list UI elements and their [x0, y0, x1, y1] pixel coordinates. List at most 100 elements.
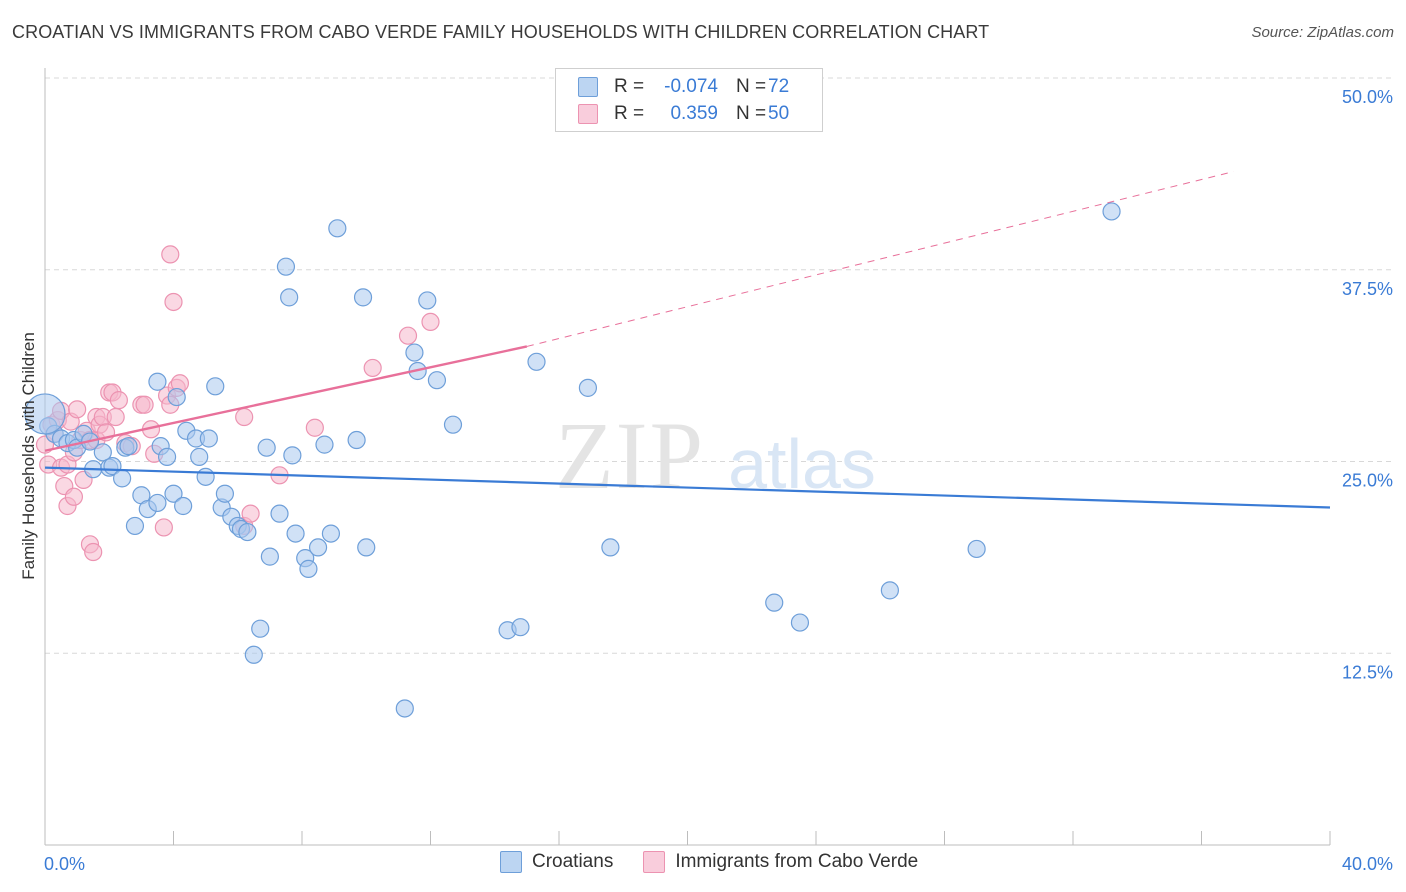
cabo-verde-point	[68, 400, 87, 419]
trend-layer	[44, 171, 1331, 509]
croatian-point	[283, 446, 302, 465]
croatian-point	[527, 352, 546, 371]
croatian-point	[125, 516, 145, 536]
series-legend: Croatians Immigrants from Cabo Verde	[500, 851, 948, 873]
cabo-verde-point	[398, 326, 418, 345]
croatian-point	[790, 613, 810, 632]
y-tick-label: 37.5%	[1342, 279, 1393, 299]
croatian-point	[270, 504, 289, 523]
croatian-point	[353, 288, 373, 307]
cabo-verde-point	[84, 542, 103, 562]
croatian-point	[405, 343, 424, 362]
correlation-legend: R = -0.074 N = 72 R = 0.359 N = 50	[555, 68, 823, 132]
series-swatch-blue	[500, 851, 522, 873]
watermark-zip: ZIP	[555, 402, 705, 509]
croatian-point	[199, 429, 218, 448]
croatian-point	[215, 484, 234, 503]
croatian-point	[511, 618, 530, 637]
legend-r-label: R =	[614, 76, 645, 97]
croatian-point	[395, 699, 414, 718]
legend-n-value: 72	[768, 76, 790, 97]
cabo-verde-point	[154, 518, 173, 537]
legend-n-label: N =	[736, 76, 767, 97]
y-tick-label: 50.0%	[1342, 87, 1393, 107]
cabo-verde-point	[241, 504, 260, 523]
legend-n-value: 50	[768, 103, 790, 124]
croatian-point	[286, 524, 305, 543]
croatian-point	[315, 435, 334, 454]
croatian-point	[299, 559, 318, 578]
legend-row-cabo-verde: R = 0.359 N = 50	[578, 102, 789, 126]
croatian-point	[418, 291, 437, 310]
axis-layer: 12.5% 25.0% 37.5% 50.0%	[44, 68, 1393, 846]
croatian-point	[157, 447, 177, 466]
cabo-verde-point	[64, 487, 84, 506]
croatian-point	[328, 219, 347, 238]
croatian-point	[167, 387, 186, 407]
cabo-verde-trend-extension	[526, 171, 1234, 347]
series-label-cabo-verde: Immigrants from Cabo Verde	[675, 851, 919, 872]
croatian-point	[347, 430, 366, 450]
cabo-verde-point	[235, 407, 254, 427]
croatian-point	[257, 438, 276, 457]
croatian-point	[280, 288, 299, 307]
cabo-verde-trend-line	[44, 345, 528, 452]
legend-row-croatians: R = -0.074 N = 72	[578, 75, 789, 99]
croatian-trend-line	[44, 466, 1331, 509]
croatian-point	[1102, 202, 1121, 221]
cabo-verde-point	[135, 395, 154, 414]
series-legend-cabo-verde: Immigrants from Cabo Verde	[643, 851, 918, 873]
cabo-verde-point	[305, 418, 324, 437]
legend-swatch-pink	[578, 104, 598, 124]
croatian-point	[244, 645, 263, 664]
legend-r-label: R =	[614, 103, 645, 124]
watermark: ZIP atlas	[555, 402, 876, 509]
series-swatch-pink	[643, 851, 666, 873]
croatian-point	[357, 538, 376, 557]
croatian-point	[119, 437, 138, 456]
legend-swatch-blue	[578, 77, 598, 97]
legend-r-value: -0.074	[664, 76, 718, 97]
croatian-point	[190, 447, 209, 466]
cabo-verde-point	[106, 407, 125, 427]
chart-title: CROATIAN VS IMMIGRANTS FROM CABO VERDE F…	[12, 22, 990, 42]
cabo-verde-point	[363, 358, 382, 378]
cabo-verde-point	[161, 245, 180, 264]
croatian-point	[260, 547, 279, 566]
croatian-point	[276, 257, 296, 276]
y-axis-title: Family Households with Children	[19, 332, 38, 580]
croatian-point	[765, 593, 784, 612]
cabo-verde-point	[109, 391, 128, 410]
croatian-point	[238, 522, 257, 542]
x-tick-label-min: 0.0%	[44, 854, 85, 874]
croatian-point	[308, 538, 328, 557]
croatian-point	[93, 443, 112, 462]
croatian-point	[880, 581, 899, 600]
grid-layer	[45, 77, 1393, 654]
croatian-point	[148, 372, 167, 391]
croatian-point	[967, 539, 986, 559]
croatian-point	[427, 371, 447, 390]
croatian-point	[196, 467, 215, 486]
series-legend-croatians: Croatians	[500, 851, 613, 873]
croatian-point	[251, 619, 270, 638]
croatian-point	[321, 524, 341, 543]
croatian-point	[24, 393, 66, 435]
cabo-verde-point	[421, 312, 440, 332]
croatian-point	[443, 415, 463, 434]
source-label: Source: ZipAtlas.com	[1251, 24, 1394, 41]
y-tick-label: 12.5%	[1342, 662, 1393, 682]
legend-r-value: 0.359	[670, 103, 718, 124]
x-tick-label-max: 40.0%	[1342, 854, 1393, 874]
croatian-point	[164, 484, 183, 503]
croatian-point	[112, 469, 132, 488]
croatian-point	[578, 378, 598, 397]
croatian-point	[148, 493, 167, 513]
croatian-point	[174, 496, 193, 516]
points-layer	[24, 202, 1121, 718]
y-tick-label: 25.0%	[1342, 471, 1393, 491]
cabo-verde-point	[164, 292, 183, 312]
legend-n-label: N =	[736, 103, 767, 124]
croatian-point	[601, 538, 620, 557]
